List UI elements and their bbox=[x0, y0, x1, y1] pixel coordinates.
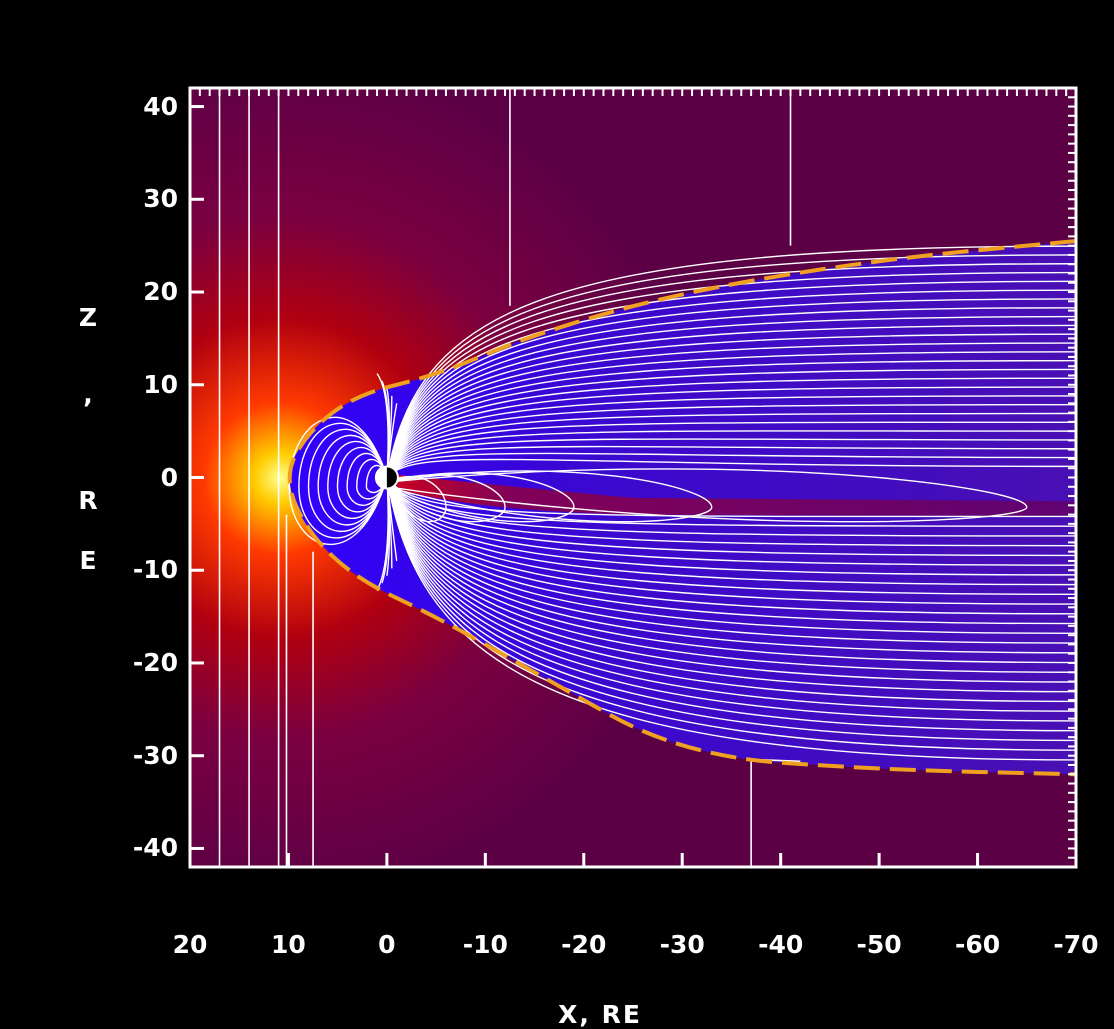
plasma-sheet bbox=[396, 474, 1076, 517]
y-tick-label: 0 bbox=[160, 462, 178, 492]
x-tick-label: -30 bbox=[659, 930, 705, 959]
magnetopause-boundary bbox=[287, 239, 1076, 777]
x-tick-label: -20 bbox=[561, 930, 607, 959]
y-tick-label: 40 bbox=[143, 91, 178, 121]
y-axis-letter-1: Z bbox=[78, 303, 98, 332]
y-axis-letter-2: , bbox=[83, 380, 93, 409]
y-tick-label: -10 bbox=[132, 555, 178, 585]
x-tick-label: -70 bbox=[1053, 930, 1099, 959]
y-tick-label: -40 bbox=[132, 833, 178, 863]
y-axis-letter-3: R bbox=[78, 486, 98, 515]
y-tick-label: 20 bbox=[143, 277, 178, 307]
x-tick-label: 20 bbox=[172, 930, 208, 959]
earth-icon bbox=[374, 465, 399, 490]
field-lines bbox=[288, 245, 1076, 761]
x-tick-label: -10 bbox=[462, 930, 508, 959]
x-tick-label: -60 bbox=[954, 930, 1001, 959]
y-tick-label: 10 bbox=[143, 369, 178, 399]
x-axis-title: X, RE bbox=[558, 1000, 642, 1029]
x-tick-label: 0 bbox=[378, 930, 396, 959]
x-tick-label: 10 bbox=[271, 930, 306, 959]
plot-frame bbox=[188, 86, 1078, 869]
x-tick-label: -40 bbox=[758, 930, 804, 959]
y-tick-label: 30 bbox=[143, 184, 178, 214]
x-tick-label: -50 bbox=[856, 930, 902, 959]
y-tick-label: -20 bbox=[132, 647, 178, 677]
y-axis-letter-4: E bbox=[79, 546, 97, 575]
y-tick-label: -30 bbox=[132, 740, 178, 770]
